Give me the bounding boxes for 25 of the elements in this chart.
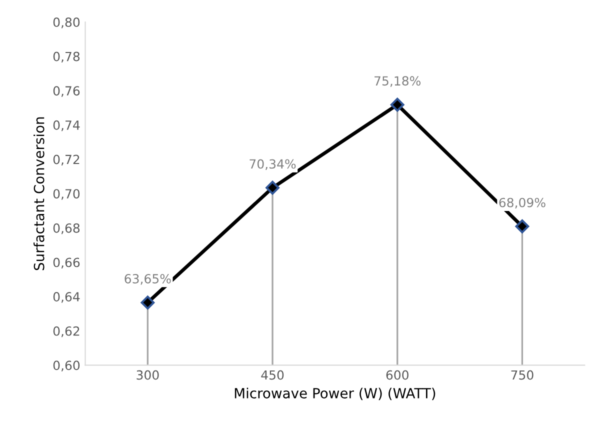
y-tick-label: 0,68 (53, 223, 80, 234)
x-tick-label: 750 (511, 370, 534, 380)
y-tick-label: 0,78 (53, 52, 80, 63)
y-tick-label: 0,72 (53, 154, 80, 166)
y-tick-label: 0,70 (53, 189, 80, 200)
data-label: 75,18% (374, 76, 421, 87)
y-tick-label: 0,62 (53, 326, 80, 338)
y-tick-label: 0,74 (53, 120, 80, 132)
x-axis-title: Microwave Power (W) (WATT) (234, 388, 436, 400)
data-label: 63,65% (124, 274, 171, 285)
x-tick-label: 600 (386, 370, 408, 380)
point (390, 98, 404, 112)
point (140, 296, 155, 310)
y-tick-label: 0,60 (53, 360, 80, 372)
y-tick-label: 0,66 (53, 258, 80, 268)
data-label: 70,34% (250, 159, 296, 170)
y-tick-label: 0,76 (53, 86, 80, 97)
x-tick-label: 300 (136, 370, 159, 380)
point (515, 219, 530, 234)
point (266, 180, 280, 195)
y-tick-label: 0,80 (53, 17, 80, 28)
y-tick-label: 0,64 (53, 292, 80, 303)
data-label: 68,09% (499, 198, 546, 209)
y-axis-title: Surfactant Conversion (34, 117, 44, 270)
x-tick-label: 450 (261, 370, 284, 380)
